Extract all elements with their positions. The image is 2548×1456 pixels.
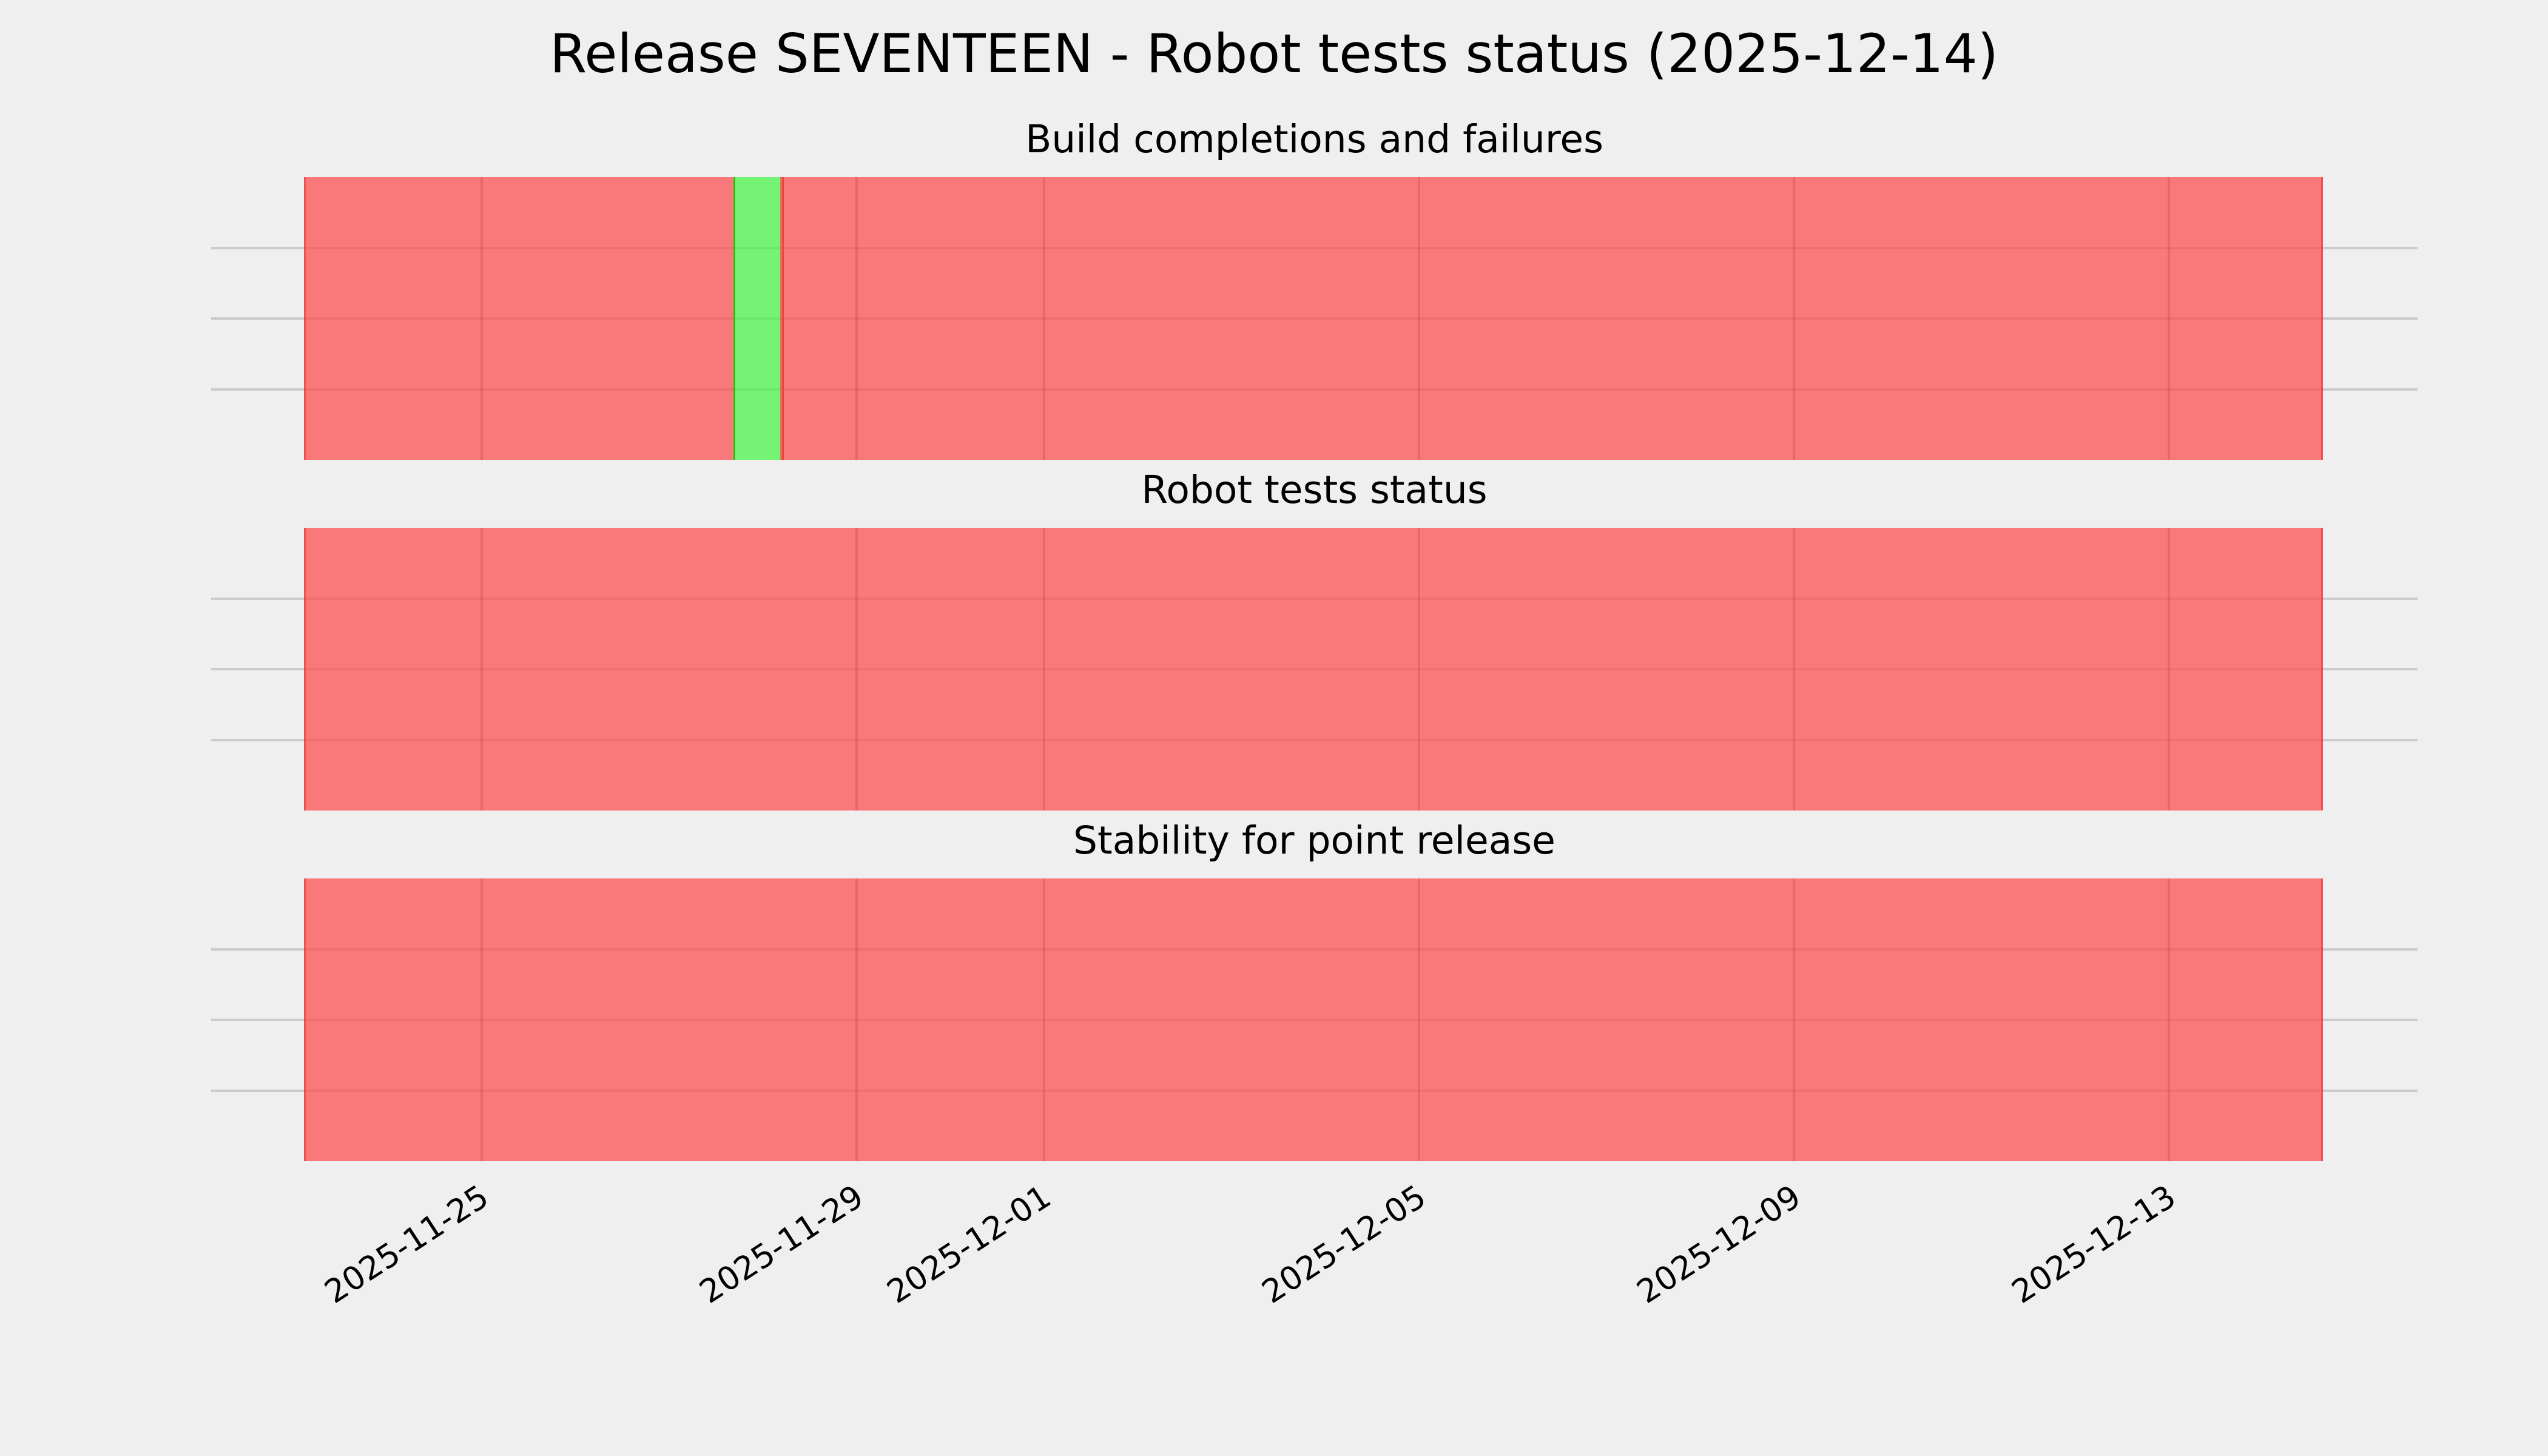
v-gridline bbox=[855, 528, 858, 811]
subplot-title-build-completions: Build completions and failures bbox=[1025, 117, 1603, 161]
status-bar bbox=[304, 878, 2323, 1161]
v-gridline bbox=[480, 528, 483, 811]
v-gridline bbox=[2167, 878, 2170, 1161]
v-gridline bbox=[2167, 528, 2170, 811]
v-gridline bbox=[1417, 528, 1420, 811]
v-gridline bbox=[480, 177, 483, 460]
v-gridline bbox=[480, 878, 483, 1161]
subplot-title-stability: Stability for point release bbox=[1073, 818, 1555, 863]
v-gridline bbox=[1042, 528, 1045, 811]
status-segment-failure bbox=[306, 528, 2321, 811]
x-tick-label: 2025-11-25 bbox=[318, 1178, 495, 1311]
v-gridline bbox=[1792, 528, 1795, 811]
subplot-title-robot-tests: Robot tests status bbox=[1141, 468, 1488, 512]
status-bar bbox=[304, 177, 2323, 460]
v-gridline bbox=[1042, 177, 1045, 460]
figure-title: Release SEVENTEEN - Robot tests status (… bbox=[550, 22, 1998, 85]
x-tick-label: 2025-11-29 bbox=[693, 1178, 870, 1311]
v-gridline bbox=[855, 177, 858, 460]
x-tick-label: 2025-12-13 bbox=[2005, 1178, 2183, 1311]
v-gridline bbox=[1792, 878, 1795, 1161]
v-gridline bbox=[2167, 177, 2170, 460]
subplot-plot-area-build-completions bbox=[211, 177, 2418, 460]
v-gridline bbox=[855, 878, 858, 1161]
subplot-plot-area-robot-tests bbox=[211, 528, 2418, 811]
status-segment-success bbox=[733, 177, 784, 460]
v-gridline bbox=[1042, 878, 1045, 1161]
v-gridline bbox=[1792, 177, 1795, 460]
x-tick-label: 2025-12-09 bbox=[1630, 1178, 1808, 1311]
status-segment-failure bbox=[306, 878, 2321, 1161]
v-gridline bbox=[1417, 177, 1420, 460]
x-tick-label: 2025-12-05 bbox=[1255, 1178, 1433, 1311]
status-segment-failure bbox=[306, 177, 733, 460]
v-gridline bbox=[1417, 878, 1420, 1161]
subplot-plot-area-stability bbox=[211, 878, 2418, 1161]
status-segment-failure bbox=[780, 177, 2321, 460]
x-tick-label: 2025-12-01 bbox=[880, 1178, 1057, 1311]
status-bar bbox=[304, 528, 2323, 811]
